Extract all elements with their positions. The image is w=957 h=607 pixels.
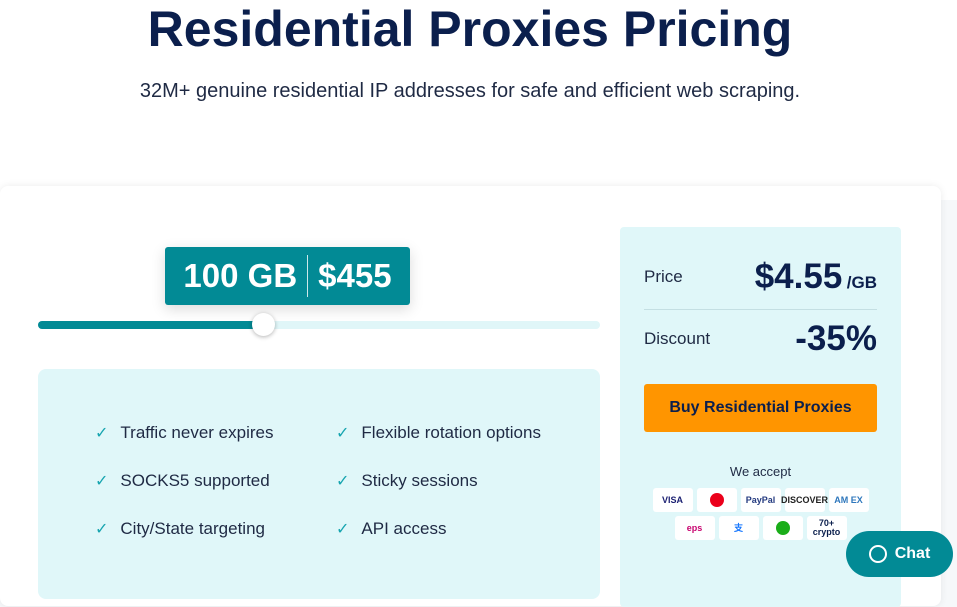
divider	[307, 255, 309, 297]
discount-row: Discount -35%	[644, 319, 877, 359]
payment-logo: DISCOVER	[781, 488, 828, 512]
payment-logo: AM EX	[828, 488, 869, 512]
page-title: Residential Proxies Pricing	[147, 1, 793, 57]
header-area	[0, 0, 957, 200]
check-icon: ✓	[95, 425, 109, 442]
feature-item: ✓ Sticky sessions	[336, 471, 478, 491]
payment-logo	[762, 516, 803, 540]
payment-logo: PayPal	[740, 488, 781, 512]
slider-fill	[38, 321, 263, 329]
feature-item: ✓ API access	[336, 519, 446, 539]
payment-logo: 支	[718, 516, 759, 540]
feature-label: City/State targeting	[120, 519, 265, 538]
payment-logo: eps	[674, 516, 715, 540]
chat-label: Chat	[894, 545, 931, 562]
check-icon: ✓	[95, 473, 109, 490]
feature-label: SOCKS5 supported	[120, 471, 270, 490]
slider-handle[interactable]	[251, 313, 275, 336]
feature-item: ✓ Flexible rotation options	[336, 423, 541, 443]
page-subtitle: 32M+ genuine residential IP addresses fo…	[139, 80, 801, 102]
discount-value: -35%	[795, 319, 877, 358]
payment-methods: eps 支 70+ crypto	[620, 516, 901, 540]
discount-label: Discount	[644, 329, 711, 348]
feature-item: ✓ City/State targeting	[95, 519, 265, 539]
check-icon: ✓	[336, 473, 350, 490]
feature-label: Sticky sessions	[361, 471, 478, 490]
feature-label: Traffic never expires	[120, 423, 274, 442]
feature-label: Flexible rotation options	[361, 423, 541, 442]
traffic-amount: 100 GB	[183, 257, 298, 294]
check-icon: ✓	[336, 425, 350, 442]
price-row: Price $4.55 /GB	[644, 257, 877, 297]
payment-logo: VISA	[652, 488, 693, 512]
logo-mark	[775, 521, 790, 535]
price-label: Price	[644, 267, 683, 286]
features-panel	[38, 369, 600, 599]
divider	[644, 309, 877, 310]
slider-value-tooltip: 100 GB $455	[165, 247, 410, 305]
traffic-slider[interactable]	[38, 313, 600, 336]
check-icon: ✓	[95, 521, 109, 538]
total-price: $455	[318, 257, 392, 294]
buy-button[interactable]: Buy Residential Proxies	[644, 384, 877, 432]
payment-logo: 70+ crypto	[806, 516, 847, 540]
check-icon: ✓	[336, 521, 350, 538]
feature-item: ✓ Traffic never expires	[95, 423, 273, 443]
chat-button[interactable]: Chat	[846, 531, 953, 577]
chat-bubble-icon	[868, 545, 887, 563]
payment-logo	[696, 488, 737, 512]
price-value: $4.55	[754, 257, 843, 296]
logo-mark	[709, 493, 724, 507]
price-unit: /GB	[846, 273, 877, 292]
feature-label: API access	[361, 519, 447, 538]
feature-item: ✓ SOCKS5 supported	[95, 471, 270, 491]
payment-methods: VISA PayPal DISCOVER AM EX	[620, 488, 901, 512]
accept-label: We accept	[729, 464, 792, 479]
